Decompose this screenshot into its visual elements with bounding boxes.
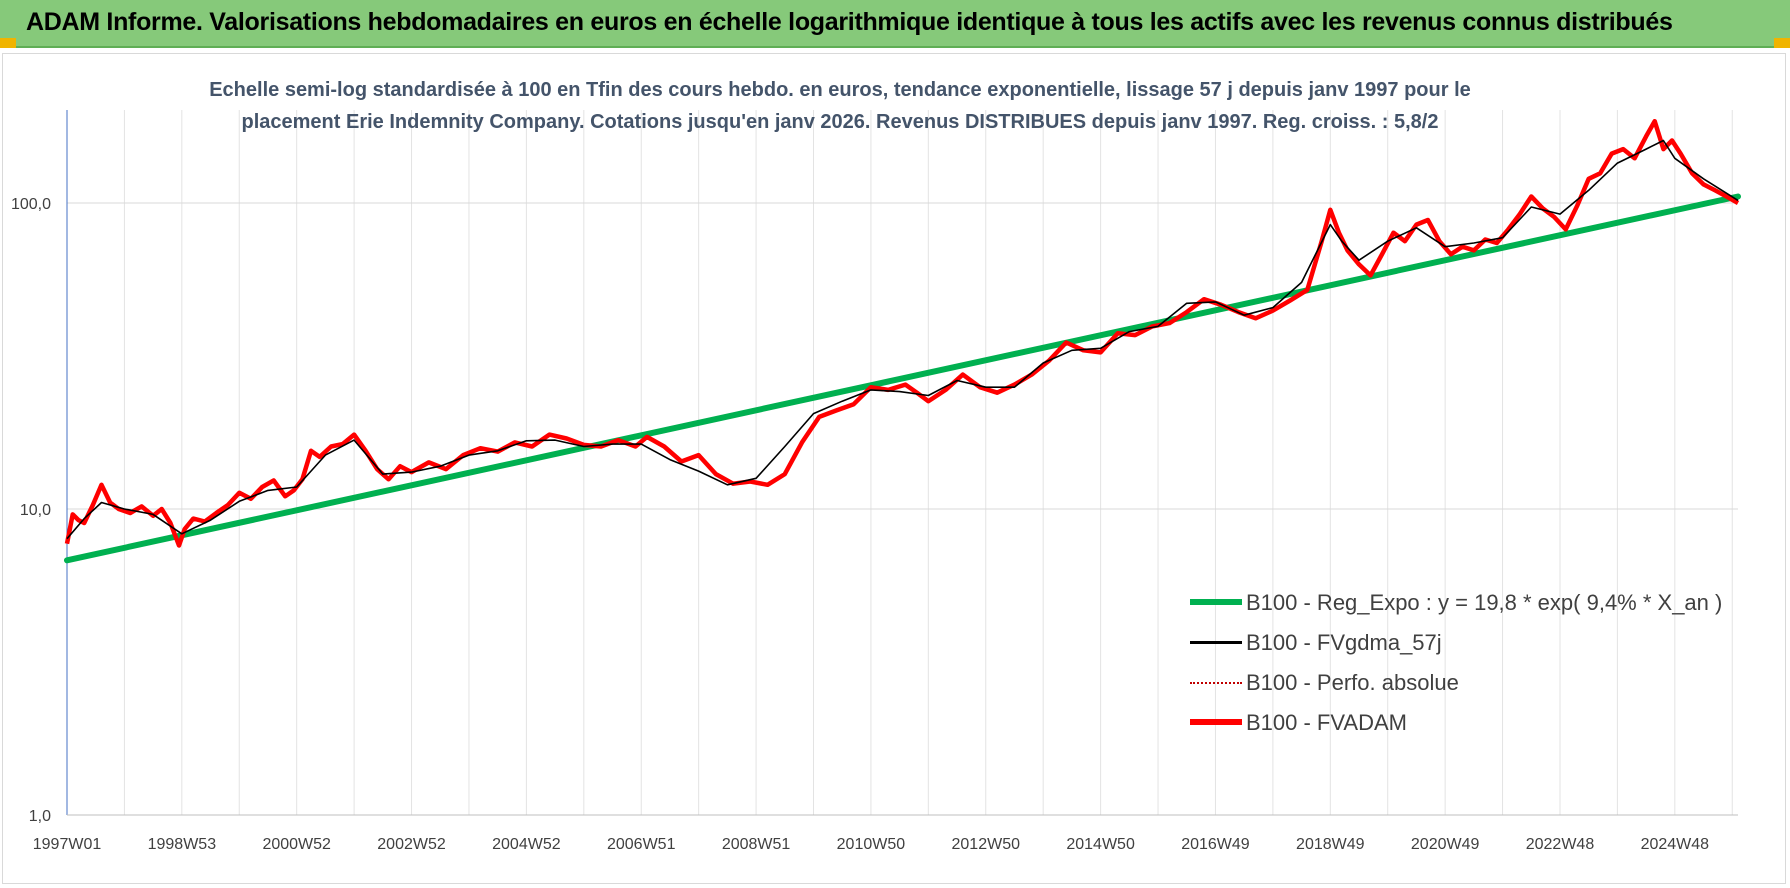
chart-subtitle: Echelle semi-log standardisée à 100 en T… xyxy=(200,74,1480,138)
x-tick-label: 2024W48 xyxy=(1641,836,1710,853)
legend-label-smoothed: B100 - FVgdma_57j xyxy=(1246,630,1442,655)
series-regression-line xyxy=(64,193,1741,564)
y-tick-label: 10,0 xyxy=(20,502,51,519)
corner-marker-left xyxy=(0,38,16,48)
x-tick-label: 2016W49 xyxy=(1181,836,1250,853)
legend-swatch-regression xyxy=(1190,599,1242,605)
chart-frame xyxy=(2,53,1786,884)
x-tick-label: 2008W51 xyxy=(722,836,791,853)
y-tick-label: 100,0 xyxy=(11,196,51,213)
x-tick-label: 2000W52 xyxy=(262,836,331,853)
x-tick-label: 2022W48 xyxy=(1526,836,1595,853)
legend-item-fvadam: B100 - FVADAM xyxy=(1190,704,1750,744)
x-tick-label: 2014W50 xyxy=(1066,836,1135,853)
x-tick-label: 1998W53 xyxy=(148,836,217,853)
legend-swatch-fvadam xyxy=(1190,719,1242,725)
series-smoothed-line xyxy=(66,139,1739,540)
y-tick-label: 1,0 xyxy=(29,808,51,825)
x-tick-label: 2018W49 xyxy=(1296,836,1365,853)
legend-label-fvadam: B100 - FVADAM xyxy=(1246,710,1407,735)
chart-subtitle-line-1: Echelle semi-log standardisée à 100 en T… xyxy=(209,79,1471,101)
x-tick-label: 2006W51 xyxy=(607,836,676,853)
legend-swatch-smoothed xyxy=(1190,641,1242,644)
corner-marker-right xyxy=(1774,38,1790,48)
x-tick-label: 1997W01 xyxy=(33,836,102,853)
x-tick-label: 2004W52 xyxy=(492,836,561,853)
banner-title: ADAM Informe. Valorisations hebdomadaire… xyxy=(26,8,1673,36)
chart-subtitle-line-2: placement Erie Indemnity Company. Cotati… xyxy=(241,111,1439,133)
x-tick-label: 2020W49 xyxy=(1411,836,1480,853)
legend-label-absolute: B100 - Perfo. absolue xyxy=(1246,670,1459,695)
series-fvadam-line xyxy=(64,118,1740,548)
legend-item-regression: B100 - Reg_Expo : y = 19,8 * exp( 9,4% *… xyxy=(1190,584,1750,624)
x-tick-label: 2010W50 xyxy=(837,836,906,853)
legend-item-smoothed: B100 - FVgdma_57j xyxy=(1190,624,1750,664)
x-tick-label: 2012W50 xyxy=(952,836,1021,853)
legend-label-regression: B100 - Reg_Expo : y = 19,8 * exp( 9,4% *… xyxy=(1246,590,1723,615)
legend-item-absolute: B100 - Perfo. absolue xyxy=(1190,664,1750,704)
chart-legend: B100 - Reg_Expo : y = 19,8 * exp( 9,4% *… xyxy=(1190,584,1750,744)
legend-swatch-absolute xyxy=(1190,682,1242,684)
title-banner: ADAM Informe. Valorisations hebdomadaire… xyxy=(0,0,1790,48)
x-tick-label: 2002W52 xyxy=(377,836,446,853)
